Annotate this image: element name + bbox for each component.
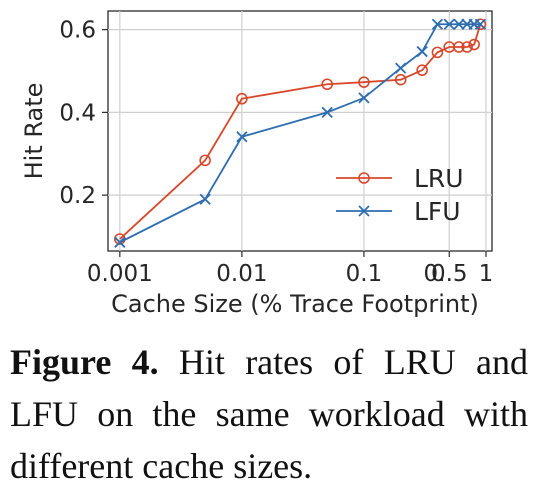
data-point-lru bbox=[321, 78, 333, 91]
figure-label: Figure 4. bbox=[10, 342, 159, 382]
data-point-lru bbox=[236, 92, 248, 105]
plot-area bbox=[107, 10, 493, 252]
legend-label-lru: LRU bbox=[414, 164, 464, 193]
legend-label-lfu: LFU bbox=[414, 197, 461, 226]
data-point-lru bbox=[468, 38, 480, 51]
data-point-lru bbox=[358, 76, 370, 88]
x-axis-label: Cache Size (% Trace Footprint) bbox=[111, 290, 479, 318]
y-axis-label: Hit Rate bbox=[20, 83, 48, 180]
data-point-lfu bbox=[474, 18, 487, 30]
grid-lines bbox=[108, 11, 492, 251]
series-line-lru bbox=[119, 23, 482, 240]
data-point-lru bbox=[394, 73, 407, 86]
legend-marker bbox=[358, 172, 370, 184]
legend-marker-lru bbox=[358, 172, 370, 184]
x-tick-label: 0.5 bbox=[431, 261, 468, 287]
y-tick-label: 0.6 bbox=[59, 18, 96, 44]
y-tick-label: 0.2 bbox=[59, 183, 96, 209]
x-tick-label: 0.001 bbox=[87, 261, 153, 287]
tick-labels: 0.001 0.01 0.1 0.5 1 0. 0.2 0.4 0.6 bbox=[59, 18, 493, 287]
data-point-lfu bbox=[358, 92, 370, 104]
data-point-lru bbox=[416, 64, 428, 76]
data-point-lru bbox=[453, 41, 465, 53]
x-tick-label: 1 bbox=[479, 261, 494, 287]
y-tick-label: 0.4 bbox=[59, 100, 96, 126]
data-point-lfu bbox=[395, 62, 407, 74]
data-point-lfu bbox=[199, 193, 211, 205]
caption-text: Hit rates of LRU and LFU on the same wor… bbox=[10, 342, 528, 486]
x-tick-label: 0.01 bbox=[216, 261, 267, 287]
data-point-lru bbox=[461, 41, 473, 53]
data-point-lfu bbox=[453, 18, 465, 30]
series-layer bbox=[114, 18, 487, 248]
figure-caption: Figure 4. Hit rates of LRU and LFU on th… bbox=[10, 336, 528, 492]
data-point-lru bbox=[199, 154, 211, 167]
x-tick-label: 0.1 bbox=[346, 261, 383, 287]
legend-marker-lfu bbox=[358, 205, 370, 217]
data-point-lfu bbox=[321, 106, 333, 119]
data-point-lfu bbox=[416, 45, 428, 58]
x-tick-label: 0. bbox=[423, 261, 445, 287]
legend-marker bbox=[358, 205, 370, 217]
hit-rate-chart: 0.001 0.01 0.1 0.5 1 0. 0.2 0.4 0.6 Hit Rate Cac… bbox=[20, 10, 493, 318]
data-point-lfu bbox=[443, 18, 455, 30]
data-point-lfu bbox=[431, 18, 444, 30]
legend: LRU LFU bbox=[336, 164, 464, 226]
data-point-lfu bbox=[114, 236, 126, 248]
data-point-lru bbox=[431, 46, 444, 59]
data-point-lfu bbox=[236, 131, 248, 143]
